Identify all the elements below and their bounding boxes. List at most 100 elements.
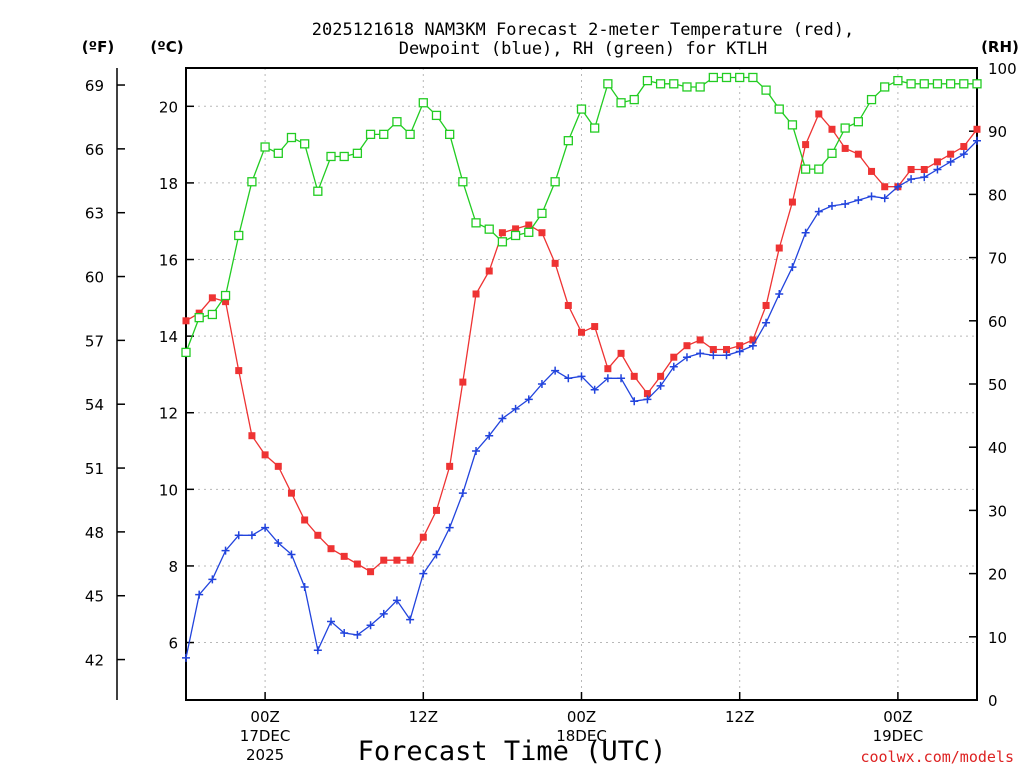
rh-point xyxy=(550,177,560,187)
rh-point xyxy=(458,177,468,187)
dewpoint-point xyxy=(472,447,481,456)
dewpoint-point xyxy=(907,175,916,184)
temperature-point xyxy=(314,531,322,539)
dewpoint-point xyxy=(498,414,507,423)
temperature-point xyxy=(182,317,190,325)
rh-point xyxy=(787,120,798,130)
rh-point xyxy=(537,208,547,219)
temperature-series xyxy=(182,110,981,576)
chart-title-line1: 2025121618 NAM3KM Forecast 2-meter Tempe… xyxy=(312,20,854,40)
temperature-point xyxy=(643,390,651,398)
rh-point xyxy=(959,79,969,89)
dewpoint-point xyxy=(959,150,968,159)
temperature-point xyxy=(406,556,414,564)
fahrenheit-tick-label: 51 xyxy=(85,460,104,478)
celsius-tick-label: 18 xyxy=(159,175,178,193)
dewpoint-point xyxy=(762,318,771,327)
rh-point xyxy=(814,164,824,174)
temperature-point xyxy=(854,150,862,158)
temperature-point xyxy=(446,462,454,470)
temperature-point xyxy=(340,552,348,560)
credit-link[interactable]: coolwx.com/models xyxy=(860,748,1014,766)
fahrenheit-tick-label: 69 xyxy=(85,77,104,95)
rh-point xyxy=(800,164,811,174)
year-tick-label: 2025 xyxy=(246,746,284,764)
celsius-tick-label: 14 xyxy=(159,328,178,346)
rh-point xyxy=(207,309,218,320)
dewpoint-point xyxy=(669,362,678,371)
temperature-point xyxy=(657,372,665,380)
temperature-point xyxy=(564,301,572,309)
rh-point xyxy=(286,132,297,143)
temperature-point xyxy=(973,125,981,133)
rh-tick-label: 70 xyxy=(988,250,1007,268)
temperature-point xyxy=(933,158,941,166)
dewpoint-point xyxy=(313,646,322,655)
dewpoint-point xyxy=(247,531,256,540)
rh-point xyxy=(945,79,956,89)
rh-point xyxy=(299,139,310,149)
dewpoint-point xyxy=(643,395,652,404)
temperature-point xyxy=(920,166,928,174)
rh-point xyxy=(379,129,389,140)
time-tick-label: 00Z xyxy=(567,708,596,726)
temperature-point xyxy=(538,229,546,237)
rh-tick-label: 10 xyxy=(988,629,1007,647)
date-tick-label: 17DEC xyxy=(240,727,291,745)
temperature-point xyxy=(947,150,955,158)
dewpoint-point xyxy=(537,380,546,388)
rh-point xyxy=(431,110,442,121)
temperature-point xyxy=(709,346,717,354)
rh-point xyxy=(721,72,732,83)
dewpoint-point xyxy=(432,550,441,559)
time-tick-label: 12Z xyxy=(725,708,754,726)
rh-point xyxy=(880,82,890,92)
rh-point xyxy=(313,186,323,196)
rh-point xyxy=(497,237,508,247)
fahrenheit-tick-label: 45 xyxy=(85,588,104,606)
dewpoint-point xyxy=(827,201,836,210)
rh-point xyxy=(761,85,771,95)
dewpoint-point xyxy=(880,194,889,203)
rh-point xyxy=(695,82,705,92)
dewpoint-point xyxy=(867,192,876,201)
temperature-point xyxy=(617,349,625,357)
temperature-point xyxy=(788,198,796,206)
dewpoint-point xyxy=(577,372,586,381)
celsius-tick-label: 8 xyxy=(168,558,178,576)
temperature-point xyxy=(802,141,810,149)
rh-point xyxy=(629,94,639,105)
celsius-tick-label: 12 xyxy=(159,405,178,423)
dewpoint-point xyxy=(946,157,955,166)
dewpoint-point xyxy=(617,374,626,383)
temperature-point xyxy=(301,516,309,524)
dewpoint-point xyxy=(419,569,428,578)
dewpoint-point xyxy=(366,621,375,630)
rh-point xyxy=(365,129,376,140)
dewpoint-point xyxy=(261,523,270,532)
rh-point xyxy=(827,148,837,158)
rh-point xyxy=(563,136,573,146)
rh-point xyxy=(616,98,626,108)
dewpoint-point xyxy=(234,531,243,540)
fahrenheit-unit-label: (ºF) xyxy=(82,38,114,56)
data-series xyxy=(181,72,982,662)
dewpoint-point xyxy=(511,404,520,413)
temperature-point xyxy=(604,365,612,373)
rh-point xyxy=(392,117,402,127)
rh-point xyxy=(273,148,283,158)
rh-point xyxy=(194,312,204,323)
fahrenheit-tick-label: 66 xyxy=(85,141,104,159)
dewpoint-point xyxy=(722,351,731,360)
rh-point xyxy=(339,151,349,162)
celsius-tick-label: 20 xyxy=(159,98,178,116)
temperature-point xyxy=(670,353,678,361)
dewpoint-point xyxy=(801,228,810,237)
dewpoint-point xyxy=(287,550,296,559)
rh-point xyxy=(510,230,521,241)
dewpoint-point xyxy=(735,347,744,356)
temperature-point xyxy=(591,323,599,331)
rh-point xyxy=(972,79,982,89)
rh-point xyxy=(682,82,692,92)
dewpoint-point xyxy=(445,523,454,532)
